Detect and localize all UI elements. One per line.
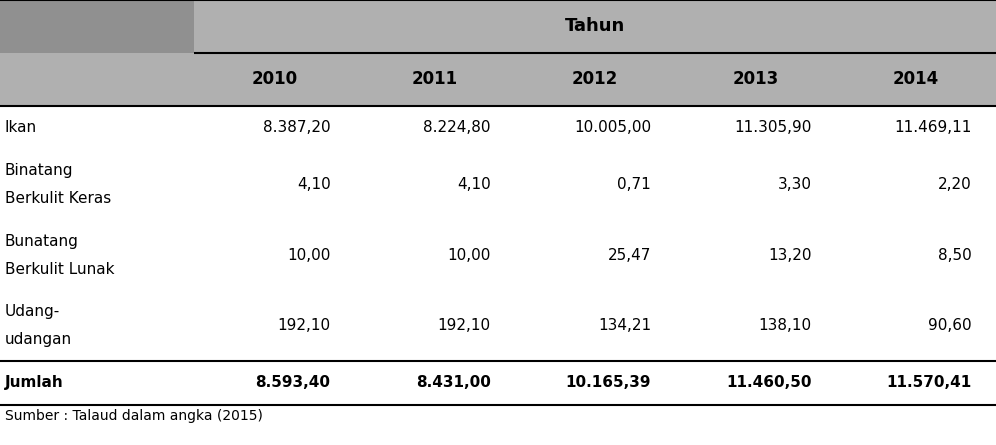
Bar bbox=[355, 220, 515, 291]
Text: 4,10: 4,10 bbox=[297, 178, 331, 192]
Bar bbox=[0, 220, 194, 291]
Bar bbox=[836, 361, 996, 405]
Bar bbox=[355, 361, 515, 405]
Text: 8.593,40: 8.593,40 bbox=[256, 376, 331, 390]
Bar bbox=[836, 150, 996, 220]
Text: 8.224,80: 8.224,80 bbox=[423, 120, 491, 135]
Bar bbox=[675, 291, 836, 361]
Bar bbox=[675, 105, 836, 150]
Text: 4,10: 4,10 bbox=[457, 178, 491, 192]
Bar bbox=[355, 150, 515, 220]
Text: 10.005,00: 10.005,00 bbox=[574, 120, 651, 135]
Bar bbox=[836, 220, 996, 291]
Text: Sumber : Talaud dalam angka (2015): Sumber : Talaud dalam angka (2015) bbox=[5, 409, 263, 423]
Text: Tahun: Tahun bbox=[565, 17, 625, 36]
Bar bbox=[194, 291, 355, 361]
Bar bbox=[836, 291, 996, 361]
Text: 10,00: 10,00 bbox=[287, 248, 331, 263]
Bar bbox=[515, 361, 675, 405]
Text: 11.570,41: 11.570,41 bbox=[886, 376, 972, 390]
Bar bbox=[675, 150, 836, 220]
Text: 11.305,90: 11.305,90 bbox=[734, 120, 812, 135]
Text: Udang-: Udang- bbox=[5, 304, 60, 319]
Bar bbox=[0, 361, 194, 405]
Bar bbox=[0, 105, 194, 150]
Text: 25,47: 25,47 bbox=[608, 248, 651, 263]
Text: Ikan: Ikan bbox=[5, 120, 37, 135]
Bar bbox=[194, 361, 355, 405]
Bar bbox=[194, 150, 355, 220]
Text: 134,21: 134,21 bbox=[599, 318, 651, 333]
Text: 192,10: 192,10 bbox=[438, 318, 491, 333]
Text: 13,20: 13,20 bbox=[768, 248, 812, 263]
Text: 0,71: 0,71 bbox=[618, 178, 651, 192]
Text: 90,60: 90,60 bbox=[928, 318, 972, 333]
Bar bbox=[355, 291, 515, 361]
Bar bbox=[194, 53, 355, 105]
Bar bbox=[355, 53, 515, 105]
Text: 2012: 2012 bbox=[572, 70, 619, 88]
Text: Bunatang: Bunatang bbox=[5, 234, 79, 249]
Bar bbox=[0, 0, 194, 53]
Text: 192,10: 192,10 bbox=[278, 318, 331, 333]
Bar bbox=[675, 361, 836, 405]
Text: udangan: udangan bbox=[5, 332, 72, 347]
Bar bbox=[515, 291, 675, 361]
Bar bbox=[0, 150, 194, 220]
Bar bbox=[194, 220, 355, 291]
Text: 3,30: 3,30 bbox=[778, 178, 812, 192]
Bar bbox=[836, 53, 996, 105]
Text: Jumlah: Jumlah bbox=[5, 376, 64, 390]
Bar bbox=[515, 53, 675, 105]
Bar bbox=[515, 220, 675, 291]
Text: 10.165,39: 10.165,39 bbox=[566, 376, 651, 390]
Bar bbox=[355, 105, 515, 150]
Text: 2014: 2014 bbox=[892, 70, 939, 88]
Bar bbox=[836, 105, 996, 150]
Bar bbox=[515, 105, 675, 150]
Text: Berkulit Lunak: Berkulit Lunak bbox=[5, 262, 115, 277]
Text: 2010: 2010 bbox=[251, 70, 298, 88]
Text: Berkulit Keras: Berkulit Keras bbox=[5, 191, 112, 206]
Text: 138,10: 138,10 bbox=[759, 318, 812, 333]
Text: 2011: 2011 bbox=[411, 70, 458, 88]
Bar bbox=[194, 0, 996, 53]
Text: 8.387,20: 8.387,20 bbox=[263, 120, 331, 135]
Text: Binatang: Binatang bbox=[5, 163, 74, 178]
Bar bbox=[675, 220, 836, 291]
Text: 11.460,50: 11.460,50 bbox=[726, 376, 812, 390]
Bar bbox=[0, 291, 194, 361]
Text: 2013: 2013 bbox=[732, 70, 779, 88]
Text: 11.469,11: 11.469,11 bbox=[894, 120, 972, 135]
Text: 10,00: 10,00 bbox=[447, 248, 491, 263]
Text: 8.431,00: 8.431,00 bbox=[416, 376, 491, 390]
Bar bbox=[194, 105, 355, 150]
Bar bbox=[0, 53, 194, 105]
Text: 2,20: 2,20 bbox=[938, 178, 972, 192]
Text: 8,50: 8,50 bbox=[938, 248, 972, 263]
Bar bbox=[515, 150, 675, 220]
Bar bbox=[675, 53, 836, 105]
